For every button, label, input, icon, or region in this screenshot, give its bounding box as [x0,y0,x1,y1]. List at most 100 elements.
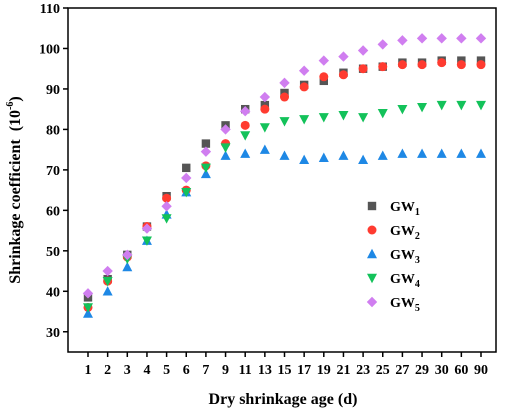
data-point [318,113,329,123]
data-point [358,113,369,123]
legend-marker [367,225,377,235]
data-point [338,70,348,80]
y-tick-label: 40 [46,285,60,300]
x-tick-label: 6 [183,363,190,378]
data-point [476,60,486,70]
data-point [475,33,487,44]
legend-label-subscript: 3 [415,255,420,266]
legend-label-subscript: 4 [415,279,420,290]
x-tick-label: 90 [474,363,488,378]
data-point [436,148,447,158]
legend-label: GW3 [390,248,420,266]
data-point [201,139,211,148]
data-point [358,154,369,164]
data-point [456,60,466,70]
data-point [476,148,486,158]
y-axis-title: Shrinkage coefficient (10-6) [5,96,24,283]
data-point [161,201,172,212]
data-point [141,223,153,234]
data-point [456,100,467,111]
data-point [299,82,309,92]
data-point [279,117,290,127]
data-point [182,163,191,173]
data-point [397,60,407,70]
data-point [122,249,133,261]
data-point [417,102,428,113]
data-point [397,35,408,46]
x-tick-label: 30 [435,363,449,378]
data-point [436,33,447,44]
y-tick-label: 60 [46,204,60,219]
data-point [377,109,388,119]
y-axis-title-unit: (10 [7,110,24,131]
legend-label: GW5 [390,296,420,314]
data-point [200,146,212,157]
data-point [358,64,368,74]
x-tick-label: 27 [395,363,409,378]
data-point [83,303,93,313]
data-point [299,115,310,125]
data-point [417,148,428,158]
data-point [83,308,93,318]
legend-label-name: GW [390,248,415,263]
data-point [298,65,310,76]
x-tick-label: 17 [297,363,311,378]
data-point [260,104,270,114]
y-tick-label: 80 [46,123,60,138]
x-axis: 1 2 3 4 5 6 7 9 11 13 15 17 19 21 23 25 27 29 30 60 90 [85,352,488,378]
legend-label: GW2 [390,224,420,242]
data-point [122,261,133,272]
x-tick-label: 23 [356,363,370,378]
x-tick-label: 29 [415,363,429,378]
data-point [102,265,113,277]
plot-border [67,7,497,353]
x-tick-label: 5 [163,363,170,378]
data-point [377,150,388,160]
legend-marker [367,248,377,259]
data-point [338,111,349,121]
data-point [436,100,447,111]
series-gw4 [83,100,486,313]
series-gw5 [82,33,487,299]
data-point [437,58,447,68]
y-tick-label: 70 [46,164,60,179]
data-markers [82,33,487,318]
series-gw3 [83,144,486,318]
y-axis-title-unit-close: ) [7,96,24,101]
data-point [102,276,113,287]
plot-frame [67,7,497,353]
y-tick-label: 30 [46,326,60,341]
data-point [181,187,192,198]
x-tick-label: 60 [454,363,468,378]
legend-marker [367,201,377,211]
data-point [397,104,408,115]
y-axis-title-exponent: -6 [5,102,16,110]
data-point [181,172,192,184]
data-point [279,77,290,89]
y-axis-title-text: Shrinkage coefficient [7,139,24,284]
data-point [220,143,231,153]
x-tick-label: 15 [278,363,292,378]
x-tick-label: 21 [336,363,350,378]
x-tick-label: 11 [239,363,252,378]
legend-label-name: GW [390,224,415,239]
legend-label-name: GW [390,272,415,287]
data-point [476,100,486,111]
legend-label-name: GW [390,200,415,215]
x-tick-label: 4 [143,363,150,378]
data-point [417,60,427,70]
data-point [259,123,270,133]
y-tick-label: 90 [46,83,60,98]
data-point [299,154,310,164]
data-point [102,286,113,296]
data-point [200,163,211,174]
data-point [377,39,388,50]
legend-label-subscript: 5 [415,303,420,314]
data-point [220,124,231,135]
data-point [161,214,172,224]
x-tick-label: 2 [104,363,111,378]
y-axis: 30 40 50 60 70 80 90 100 110 [39,2,68,341]
